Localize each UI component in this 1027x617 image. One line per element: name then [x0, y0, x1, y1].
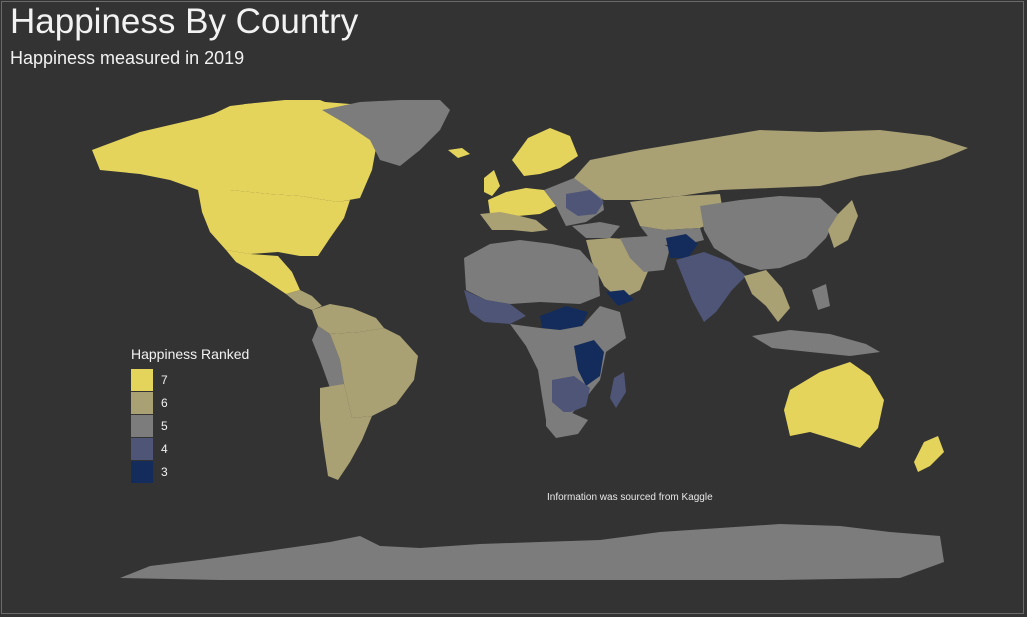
map-title: Happiness By Country [10, 2, 359, 41]
region-mongolia-china [700, 196, 838, 270]
region-andes [312, 326, 344, 388]
region-japan-korea [828, 200, 858, 248]
legend-swatch-4 [131, 437, 153, 460]
region-east-africa [574, 340, 604, 386]
region-russia [574, 130, 968, 200]
legend-item: 6 [131, 391, 249, 414]
legend-title: Happiness Ranked [131, 346, 250, 362]
region-southeast-asia [744, 270, 790, 322]
region-afghanistan [666, 234, 698, 258]
legend-swatch-5 [131, 414, 153, 437]
region-indonesia [752, 330, 880, 356]
legend-item: 4 [131, 437, 249, 460]
legend-item: 5 [131, 414, 249, 437]
map-caption: Information was sourced from Kaggle [547, 492, 713, 503]
legend: Happiness Ranked 7 6 5 4 3 [131, 346, 249, 483]
region-philippines [812, 284, 830, 310]
region-south-africa [546, 412, 588, 438]
region-argentina-chile [320, 384, 372, 480]
legend-swatch-6 [131, 391, 153, 414]
region-iran [620, 236, 670, 272]
legend-swatch-3 [131, 460, 153, 483]
region-antarctica [120, 524, 944, 580]
region-central-america [286, 290, 322, 310]
region-canada [92, 100, 380, 202]
region-brazil [330, 328, 418, 418]
region-west-africa [464, 290, 526, 324]
region-ukraine [566, 190, 604, 216]
legend-item: 7 [131, 368, 249, 391]
region-central-africa [510, 306, 626, 432]
region-iceland [448, 148, 470, 158]
region-australia [784, 362, 884, 448]
legend-swatch-7 [131, 368, 153, 391]
region-southern-europe [480, 212, 548, 232]
legend-label-6: 6 [161, 395, 168, 410]
region-southern-africa [552, 376, 590, 414]
legend-label-7: 7 [161, 372, 168, 387]
legend-item: 3 [131, 460, 249, 483]
legend-label-3: 3 [161, 464, 168, 479]
region-mexico [226, 250, 300, 294]
region-india [676, 252, 746, 322]
region-new-zealand [914, 436, 944, 472]
map-subtitle: Happiness measured in 2019 [10, 48, 245, 68]
legend-label-5: 5 [161, 418, 168, 433]
region-arctic-islands [205, 100, 340, 124]
region-scandinavia [512, 128, 578, 176]
region-chad-sudan [540, 306, 588, 330]
legend-label-4: 4 [161, 441, 168, 456]
region-madagascar [610, 372, 626, 408]
region-greenland [322, 100, 450, 166]
region-turkey [572, 222, 620, 238]
region-north-africa [464, 240, 600, 304]
region-yemen [606, 290, 634, 306]
region-colombia-venezuela [312, 304, 384, 334]
region-usa [198, 190, 350, 256]
region-uk [484, 170, 500, 196]
region-kazakhstan [630, 194, 724, 230]
